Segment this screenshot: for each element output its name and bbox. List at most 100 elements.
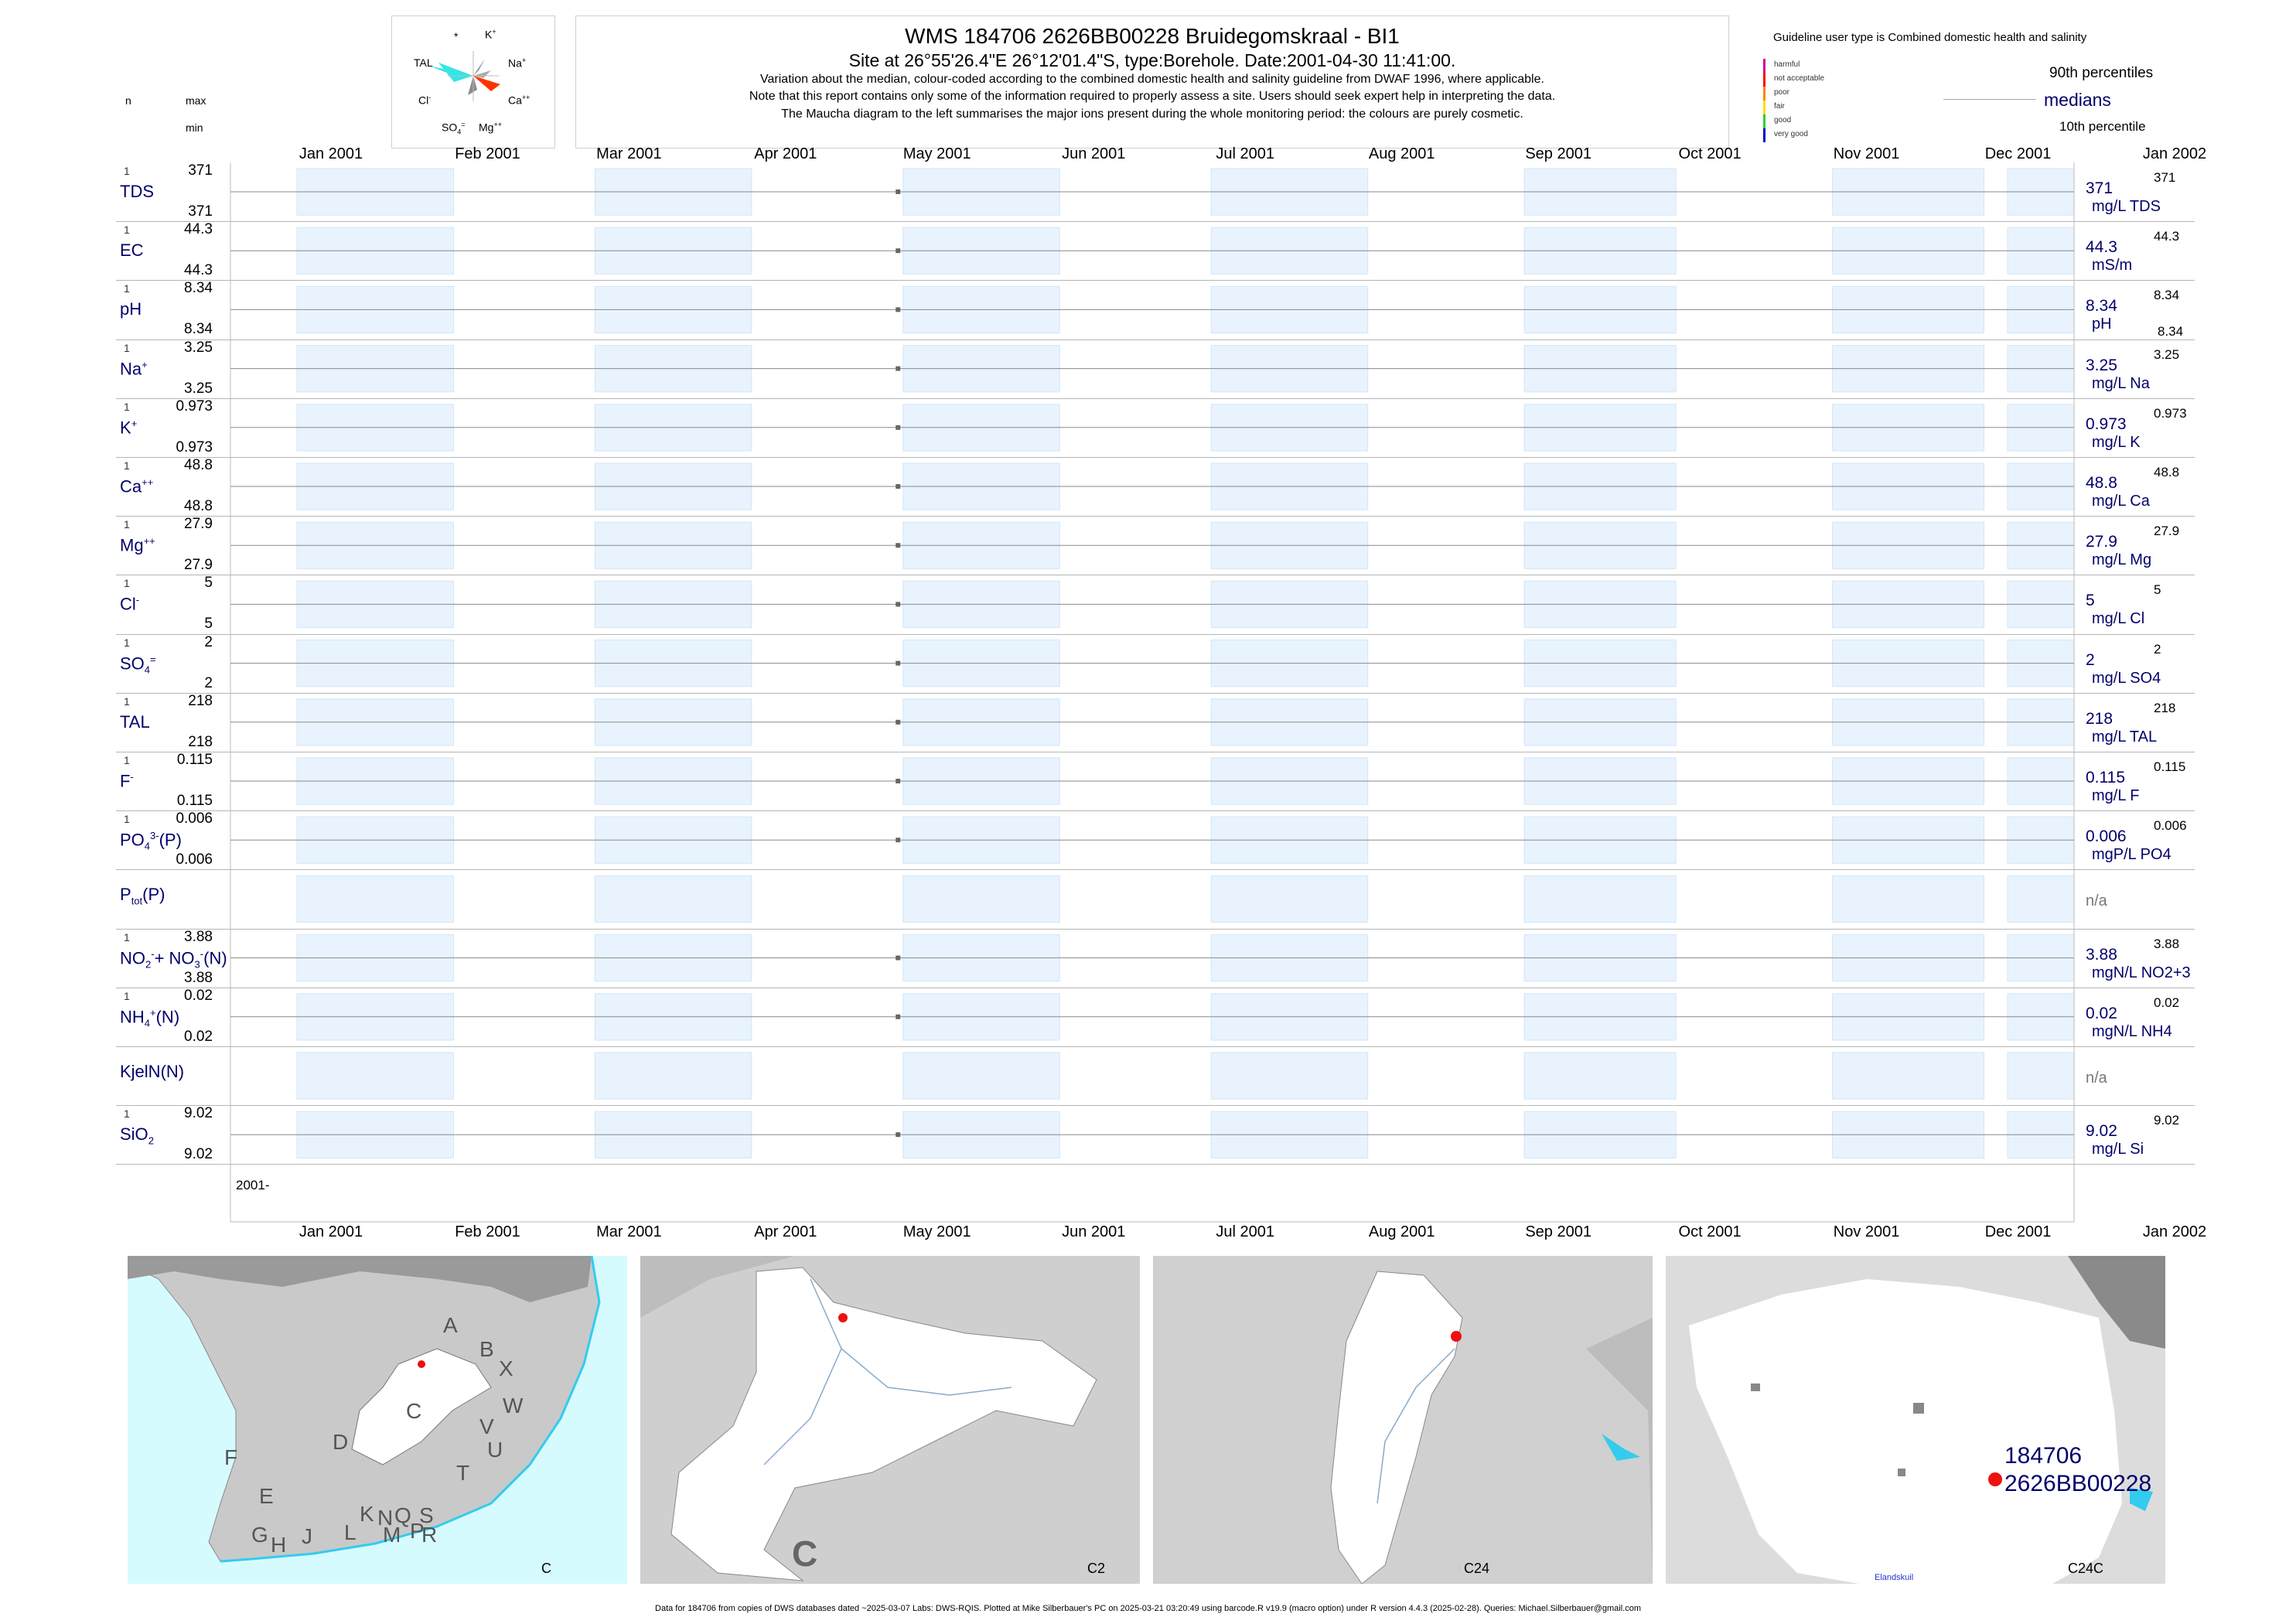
sample-point-cl: [896, 602, 901, 607]
variable-n-tal: 1: [124, 694, 130, 708]
variable-max-ph: 8.34: [184, 280, 213, 297]
legend-item-label: very good: [1774, 130, 1808, 138]
maucha-label-star: *: [454, 30, 459, 43]
legend-swatch: [1763, 101, 1765, 114]
maucha-label-mg: Mg++: [479, 121, 502, 134]
month-label-bottom: Sep 2001: [1525, 1223, 1592, 1240]
median-value-so4: 2: [2086, 650, 2095, 669]
median-value-k: 0.973: [2086, 415, 2127, 433]
variable-n-ca: 1: [124, 459, 130, 472]
variable-min-so4: 2: [204, 674, 213, 691]
median-value-po4: 0.006: [2086, 827, 2127, 846]
legend-item-label: poor: [1774, 88, 1790, 97]
legend-item-label: harmful: [1774, 60, 1800, 69]
p90-value-no23: 3.88: [2154, 936, 2180, 951]
row-separator: [116, 928, 2195, 930]
region-letter: F: [224, 1445, 238, 1469]
variable-n-tds: 1: [124, 165, 130, 177]
map-c24c-feature-2: [1898, 1469, 1905, 1476]
legend-median-line: [1943, 99, 2036, 100]
variable-max-sio2: 9.02: [184, 1105, 213, 1122]
variable-n-po4: 1: [124, 813, 130, 826]
variable-max-na: 3.25: [184, 339, 213, 356]
map-c2-big-letter: C: [792, 1534, 818, 1574]
p90-value-sio2: 9.02: [2154, 1113, 2180, 1128]
sample-point-k: [896, 425, 901, 430]
median-value-tal: 218: [2086, 709, 2113, 728]
maucha-grey-sector-2: [468, 76, 477, 95]
variable-min-ec: 44.3: [184, 262, 213, 279]
unit-label-mg: mg/L Mg: [2092, 551, 2152, 569]
region-letter: R: [421, 1523, 438, 1547]
month-band: [902, 875, 1060, 923]
region-letter: C: [406, 1399, 422, 1423]
variable-max-so4: 2: [204, 633, 213, 650]
legend-item-label: fair: [1774, 102, 1785, 111]
unit-label-ec: mS/m: [2092, 257, 2133, 275]
row-separator: [116, 1046, 2195, 1047]
sample-point-f: [896, 779, 901, 783]
maucha-label-k: K+: [485, 28, 496, 41]
row-separator: [116, 457, 2195, 458]
median-value-ec: 44.3: [2086, 238, 2117, 257]
unit-label-po4: mgP/L PO4: [2092, 846, 2171, 864]
month-label-top: Jun 2001: [1062, 145, 1126, 162]
map-c24c-catchment: [1689, 1279, 2122, 1584]
sample-point-ec: [896, 248, 901, 254]
month-band: [296, 1052, 454, 1100]
map-c24c-place: Elandskuil: [1875, 1573, 1914, 1582]
map-c24c-site-id: 184706: [2004, 1443, 2083, 1469]
median-value-tds: 371: [2086, 179, 2113, 197]
month-label-bottom: Jul 2001: [1216, 1223, 1274, 1240]
month-label-top: Dec 2001: [1984, 145, 2052, 162]
site-subtitle: Site at 26°55'26.4"E 26°12'01.4"S, type:…: [848, 50, 1456, 70]
region-letter: H: [271, 1533, 287, 1557]
variable-name-mg: Mg++: [120, 535, 155, 555]
legend-item-label: not acceptable: [1774, 74, 1825, 83]
p90-value-f: 0.115: [2154, 759, 2186, 774]
variable-n-so4: 1: [124, 636, 130, 649]
p90-value-ec: 44.3: [2154, 229, 2180, 244]
unit-label-sio2: mg/L Si: [2092, 1141, 2144, 1158]
month-label-top: Sep 2001: [1525, 145, 1592, 162]
maucha-grey-sector-1: [473, 59, 485, 76]
variable-name-ptot: Ptot(P): [120, 885, 165, 907]
row-separator: [116, 692, 2195, 694]
maucha-label-tal: TAL: [414, 56, 433, 69]
variable-n-f: 1: [124, 754, 130, 766]
median-value-ph: 8.34: [2086, 297, 2117, 316]
map-c24c-svg: [1689, 1256, 2165, 1584]
region-letter: M: [383, 1523, 401, 1547]
legend-swatch: [1763, 87, 1765, 101]
variable-name-cl: Cl-: [120, 594, 140, 614]
legend-title: Guideline user type is Combined domestic…: [1773, 31, 2087, 44]
row-separator: [116, 397, 2195, 399]
month-band: [1523, 1052, 1677, 1100]
region-letter: P: [410, 1519, 425, 1543]
map-c24c-site-dot: [1988, 1472, 2002, 1486]
sample-point-sio2: [896, 1132, 901, 1138]
month-label-top: Jan 2002: [2142, 145, 2207, 162]
variable-n-na: 1: [124, 341, 130, 354]
map-c2-site-dot: [838, 1313, 848, 1322]
page-title: WMS 184706 2626BB00228 Bruidegomskraal -…: [905, 24, 1400, 48]
median-value-no23: 3.88: [2086, 945, 2117, 964]
maucha-label-so4: SO4=: [442, 121, 466, 136]
note-line-1: Variation about the median, colour-coded…: [760, 73, 1544, 86]
legend-swatch: [1763, 128, 1765, 142]
median-value-ca: 48.8: [2086, 474, 2117, 492]
row-separator: [116, 339, 2195, 340]
row-separator: [116, 869, 2195, 871]
month-label-bottom: Oct 2001: [1678, 1223, 1742, 1240]
variable-max-ec: 44.3: [184, 221, 213, 238]
variable-min-nh4: 0.02: [184, 1028, 213, 1045]
region-letter: D: [333, 1430, 349, 1454]
legend-item-label: good: [1774, 116, 1792, 125]
p90-value-cl: 5: [2154, 582, 2161, 598]
sample-point-so4: [896, 660, 901, 666]
na-value-kjeln: n/a: [2086, 1070, 2107, 1087]
header-n: n: [125, 94, 131, 107]
month-band: [1210, 875, 1369, 923]
map-c2-river: [763, 1278, 1012, 1465]
month-label-top: Jul 2001: [1216, 145, 1274, 162]
